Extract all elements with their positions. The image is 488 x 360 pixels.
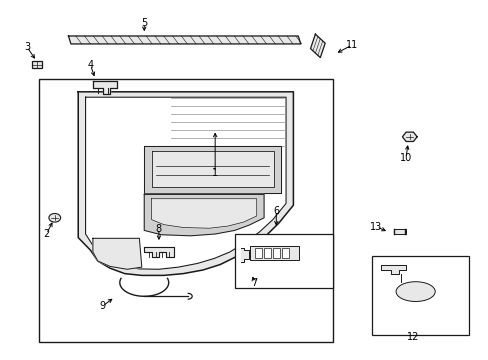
- Polygon shape: [68, 36, 300, 44]
- Polygon shape: [402, 132, 416, 141]
- Bar: [264, 248, 270, 258]
- Polygon shape: [151, 151, 273, 187]
- Text: 6: 6: [273, 206, 279, 216]
- Polygon shape: [151, 199, 256, 228]
- Text: 11: 11: [345, 40, 358, 50]
- Text: 2: 2: [43, 229, 49, 239]
- Text: 5: 5: [141, 18, 147, 28]
- Polygon shape: [144, 194, 264, 236]
- Text: 1: 1: [212, 168, 218, 178]
- Polygon shape: [78, 92, 293, 275]
- Text: 12: 12: [406, 332, 419, 342]
- Bar: [39, 79, 332, 342]
- Polygon shape: [310, 34, 325, 58]
- Polygon shape: [144, 146, 281, 193]
- Bar: [272, 248, 279, 258]
- Text: 7: 7: [251, 278, 257, 288]
- Bar: [250, 246, 299, 260]
- Bar: [371, 256, 468, 335]
- Text: 8: 8: [156, 224, 162, 234]
- Circle shape: [49, 213, 61, 222]
- Text: 4: 4: [87, 60, 93, 70]
- Text: 3: 3: [24, 42, 30, 52]
- Polygon shape: [241, 248, 249, 262]
- Bar: [281, 248, 288, 258]
- Text: 9: 9: [100, 301, 105, 311]
- Polygon shape: [144, 247, 173, 257]
- Bar: [255, 248, 262, 258]
- Polygon shape: [381, 265, 405, 274]
- Bar: [234, 234, 332, 288]
- Polygon shape: [93, 81, 117, 94]
- Text: 10: 10: [399, 153, 411, 163]
- Polygon shape: [393, 229, 405, 234]
- Ellipse shape: [395, 282, 434, 301]
- Polygon shape: [93, 238, 142, 269]
- Text: 13: 13: [369, 222, 382, 232]
- Bar: [32, 61, 41, 68]
- Polygon shape: [85, 97, 285, 269]
